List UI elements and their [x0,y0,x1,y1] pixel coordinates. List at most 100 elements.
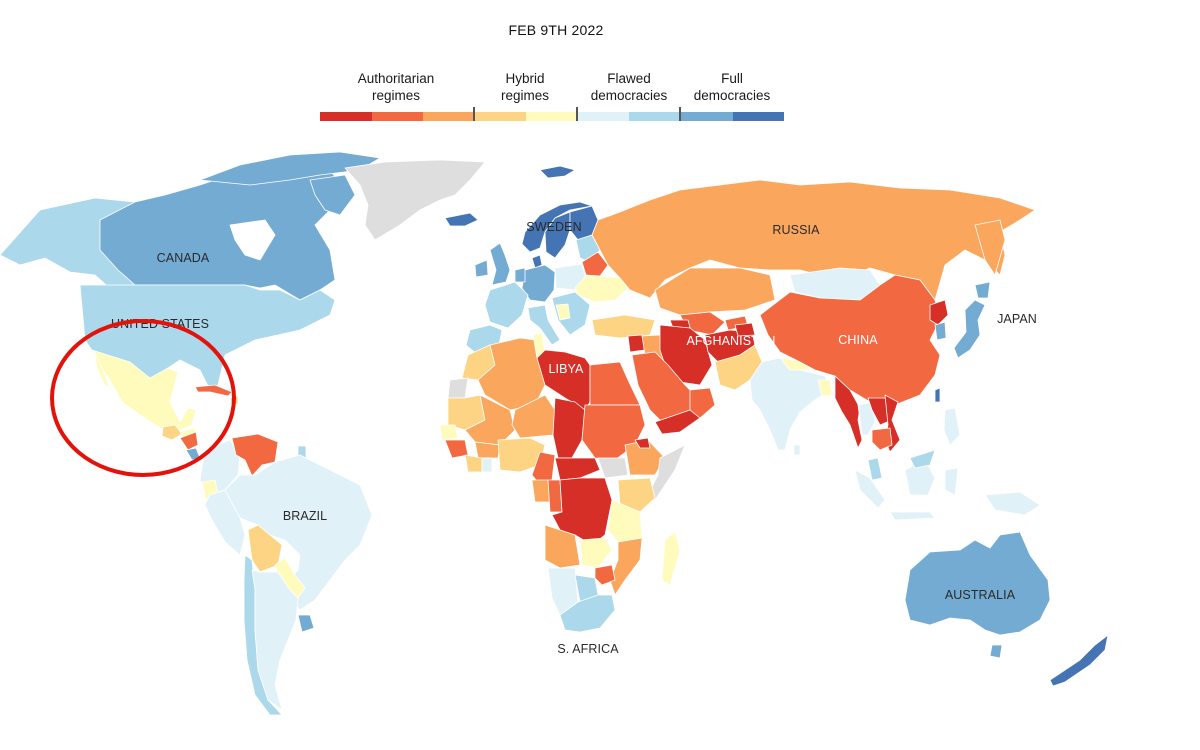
country-japan[interactable] [953,299,986,359]
country-chad[interactable] [552,397,586,459]
date-title: FEB 9TH 2022 [508,22,604,38]
country-kazakhstan[interactable] [654,267,776,316]
country-norway[interactable] [521,201,593,253]
country-svalbard[interactable] [539,165,576,179]
country-canada-baffin[interactable] [309,174,356,216]
label-japan: JAPAN [997,312,1037,326]
country-south-korea[interactable] [934,321,947,341]
country-taiwan[interactable] [934,387,941,403]
country-papua[interactable] [984,491,1041,516]
country-somalia[interactable] [647,444,686,501]
country-oman[interactable] [689,387,716,419]
legend-label-hybrid: Hybrid regimes [500,71,549,103]
country-united-kingdom[interactable] [489,242,511,286]
country-madagascar[interactable] [661,531,681,586]
country-peru[interactable] [204,489,246,556]
label-sweden: SWEDEN [526,220,581,234]
country-sri-lanka[interactable] [793,444,801,456]
country-cambodia[interactable] [871,427,893,451]
russia-north-asia [591,179,1036,337]
middle-east-south-asia [627,322,833,456]
country-south-africa[interactable] [559,594,616,633]
hudson-bay [229,219,276,261]
country-russia-kamchatka[interactable] [974,219,1006,276]
country-haiti[interactable] [229,395,239,405]
country-kenya[interactable] [617,477,656,513]
country-japan-hokkaido[interactable] [974,281,991,299]
country-brazil[interactable] [224,454,373,611]
country-sweden[interactable] [544,211,571,259]
country-australia[interactable] [904,531,1051,636]
legend-swatch-4 [474,112,527,121]
country-western-sahara[interactable] [447,377,469,399]
legend-swatch-9 [732,112,785,121]
legend-swatch-8 [680,112,733,121]
country-nicaragua[interactable] [179,431,199,451]
country-zambia[interactable] [579,537,613,569]
country-senegal[interactable] [439,424,459,441]
country-denmark[interactable] [531,254,543,269]
legend-swatch-5 [526,112,578,121]
country-gabon[interactable] [531,479,551,503]
country-yemen[interactable] [654,409,701,435]
country-ireland[interactable] [474,259,489,278]
country-canada[interactable] [99,161,346,301]
country-costa-rica[interactable] [185,447,201,461]
country-central-african-republic[interactable] [554,457,601,481]
country-china[interactable] [759,274,941,406]
country-iceland[interactable] [444,212,479,227]
country-angola[interactable] [544,524,581,569]
legend-label-flawed: Flawed democracies [590,71,668,103]
country-burkina-faso[interactable] [474,441,501,459]
country-ghana[interactable] [481,457,493,473]
label-south-africa: S. AFRICA [557,642,619,656]
country-myanmar[interactable] [834,375,863,449]
country-venezuela[interactable] [231,433,279,477]
country-new-zealand[interactable] [1049,634,1109,687]
country-eritrea[interactable] [634,437,651,449]
country-egypt[interactable] [589,361,641,406]
country-australia-tasmania[interactable] [989,644,1003,659]
label-canada: CANADA [157,251,210,265]
country-italy[interactable] [527,304,561,346]
country-malaysia-borneo[interactable] [909,449,936,469]
country-south-sudan[interactable] [597,457,629,479]
country-uruguay[interactable] [297,614,315,633]
country-guinea[interactable] [444,439,469,459]
legend-swatch-2 [371,112,424,121]
country-mexico[interactable] [91,349,197,433]
country-malaysia[interactable] [867,457,883,481]
legend-divider-2 [576,107,578,121]
country-guatemala[interactable] [161,424,183,441]
country-indonesia-java[interactable] [889,511,936,521]
country-bolivia[interactable] [247,524,283,573]
country-france[interactable] [484,281,529,329]
country-greenland[interactable] [344,159,486,241]
country-iran[interactable] [659,324,713,386]
legend-color-scale [320,112,785,121]
country-netherlands[interactable] [514,267,526,283]
country-cuba[interactable] [194,384,233,397]
legend-label-full: Full democracies [693,71,771,103]
label-china: CHINA [838,333,878,347]
label-brazil: BRAZIL [283,509,327,523]
legend-divider-3 [679,107,681,121]
country-tajikistan[interactable] [734,322,756,337]
country-mozambique[interactable] [609,537,643,596]
country-india[interactable] [749,357,831,451]
country-north-korea[interactable] [929,299,949,326]
country-belarus[interactable] [581,251,609,277]
country-zimbabwe[interactable] [594,564,616,586]
country-serbia[interactable] [555,303,571,321]
country-balkans[interactable] [551,291,591,336]
country-indonesia-sumatra[interactable] [854,469,886,509]
country-russia[interactable] [591,179,1036,301]
country-ukraine[interactable] [574,275,629,303]
country-philippines[interactable] [943,407,961,446]
country-indonesia-sulawesi[interactable] [944,467,959,496]
country-turkey[interactable] [591,314,656,339]
country-argentina[interactable] [251,569,299,711]
country-mexico-baja[interactable] [94,351,111,389]
country-cote-divoire[interactable] [464,454,483,473]
country-bangladesh[interactable] [817,379,833,397]
